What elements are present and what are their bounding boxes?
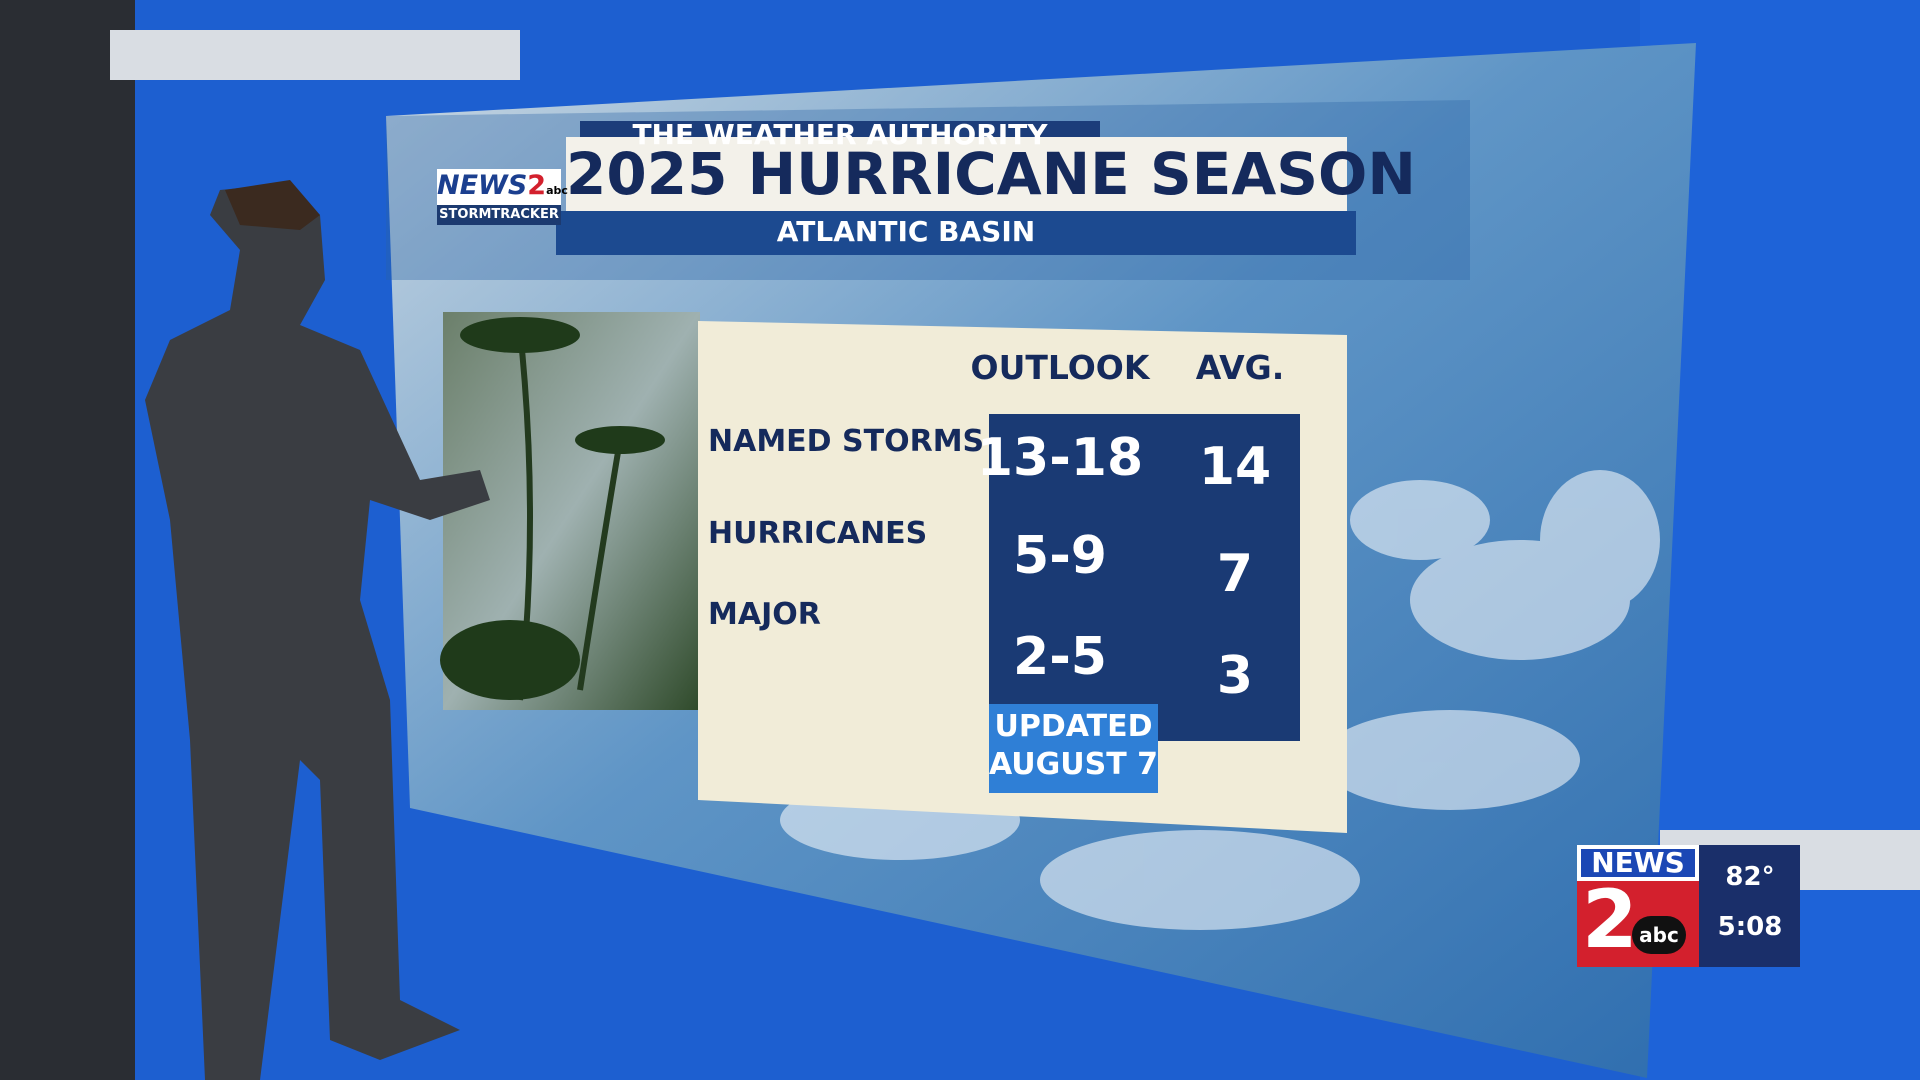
- outlook-value: 5-9: [1013, 526, 1107, 586]
- row-label: MAJOR: [708, 597, 821, 632]
- outlook-value: 2-5: [1013, 627, 1107, 687]
- update-line: AUGUST 7: [989, 747, 1159, 782]
- outlook-value: 13-18: [976, 428, 1144, 488]
- column-header: OUTLOOK: [970, 348, 1150, 387]
- bug-network: abc: [1632, 916, 1686, 954]
- average-value: 3: [1216, 646, 1254, 706]
- average-value: 14: [1198, 437, 1272, 497]
- column-header: AVG.: [1195, 348, 1285, 387]
- logo-brand: NEWS2abc: [437, 170, 568, 201]
- logo-news: NEWS: [437, 170, 528, 201]
- row-label: NAMED STORMS: [708, 424, 985, 459]
- bug-temperature: 82°: [1725, 862, 1775, 892]
- logo-network: abc: [546, 184, 568, 197]
- bug-channel: 2: [1582, 873, 1638, 966]
- logo-channel: 2: [527, 170, 547, 201]
- update-line: UPDATED: [994, 709, 1153, 744]
- row-label: HURRICANES: [708, 516, 928, 551]
- header-subtitle: ATLANTIC BASIN: [776, 215, 1036, 248]
- header-title: 2025 HURRICANE SEASON: [566, 140, 1416, 208]
- average-value: 7: [1216, 544, 1254, 604]
- update-note: UPDATED AUGUST 7: [989, 708, 1158, 784]
- bug-time: 5:08: [1717, 912, 1783, 942]
- header-kicker: THE WEATHER AUTHORITY: [632, 118, 1048, 151]
- logo-tagline: STORMTRACKER: [439, 207, 559, 222]
- bug-brand: NEWS: [1591, 846, 1685, 879]
